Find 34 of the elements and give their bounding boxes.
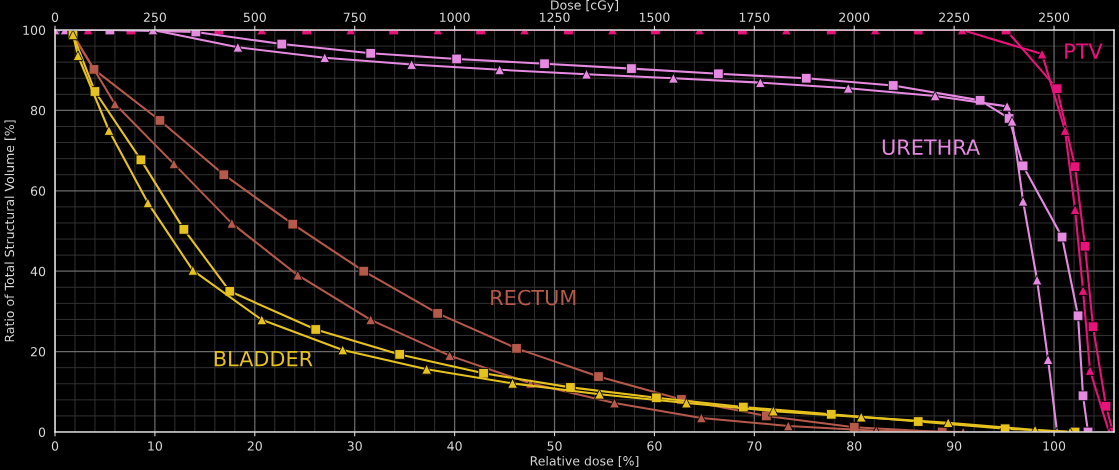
x-tick-label: 70 [747,441,762,451]
annotation: BLADDER [214,351,313,367]
x-tick-label: 20 [247,441,262,451]
x-tick-label: 100 [1043,441,1066,451]
x2-tick-label: 2000 [839,12,870,23]
x2-tick-label: 1750 [739,12,770,23]
x-tick-label: 40 [447,441,462,451]
x-tick-label: 10 [148,441,163,451]
y-axis-title: Ratio of Total Structural Volume [%] [4,120,16,342]
x-tick-label: 0 [51,441,59,451]
x-tick-label: 80 [847,441,862,451]
y-tick-label: 100 [23,25,46,35]
x2-tick-label: 250 [143,12,166,23]
annotation: URETHRA [882,139,981,156]
y-tick-label: 0 [38,427,46,437]
x2-axis-title: Dose [cGy] [551,0,618,13]
x2-tick-label: 1500 [639,12,670,23]
x2-tick-label: 0 [51,12,59,23]
x-axis-title: Relative dose [%] [530,455,639,468]
x2-tick-label: 2250 [939,12,970,23]
x2-tick-label: 500 [243,12,266,23]
y-tick-label: 80 [30,105,46,116]
x2-tick-label: 2500 [1039,12,1070,23]
x2-tick-label: 1000 [440,12,470,23]
y-tick-label: 20 [30,347,46,357]
x-tick-label: 60 [647,441,662,451]
x-tick-label: 90 [946,441,962,451]
x2-tick-label: 1250 [540,12,570,23]
y-tick-label: 60 [30,186,46,196]
annotation: PTV [1065,43,1103,59]
y-tick-label: 40 [30,266,46,277]
x-tick-label: 30 [347,441,362,451]
x2-tick-label: 750 [343,12,366,23]
x-tick-label: 50 [547,441,562,451]
